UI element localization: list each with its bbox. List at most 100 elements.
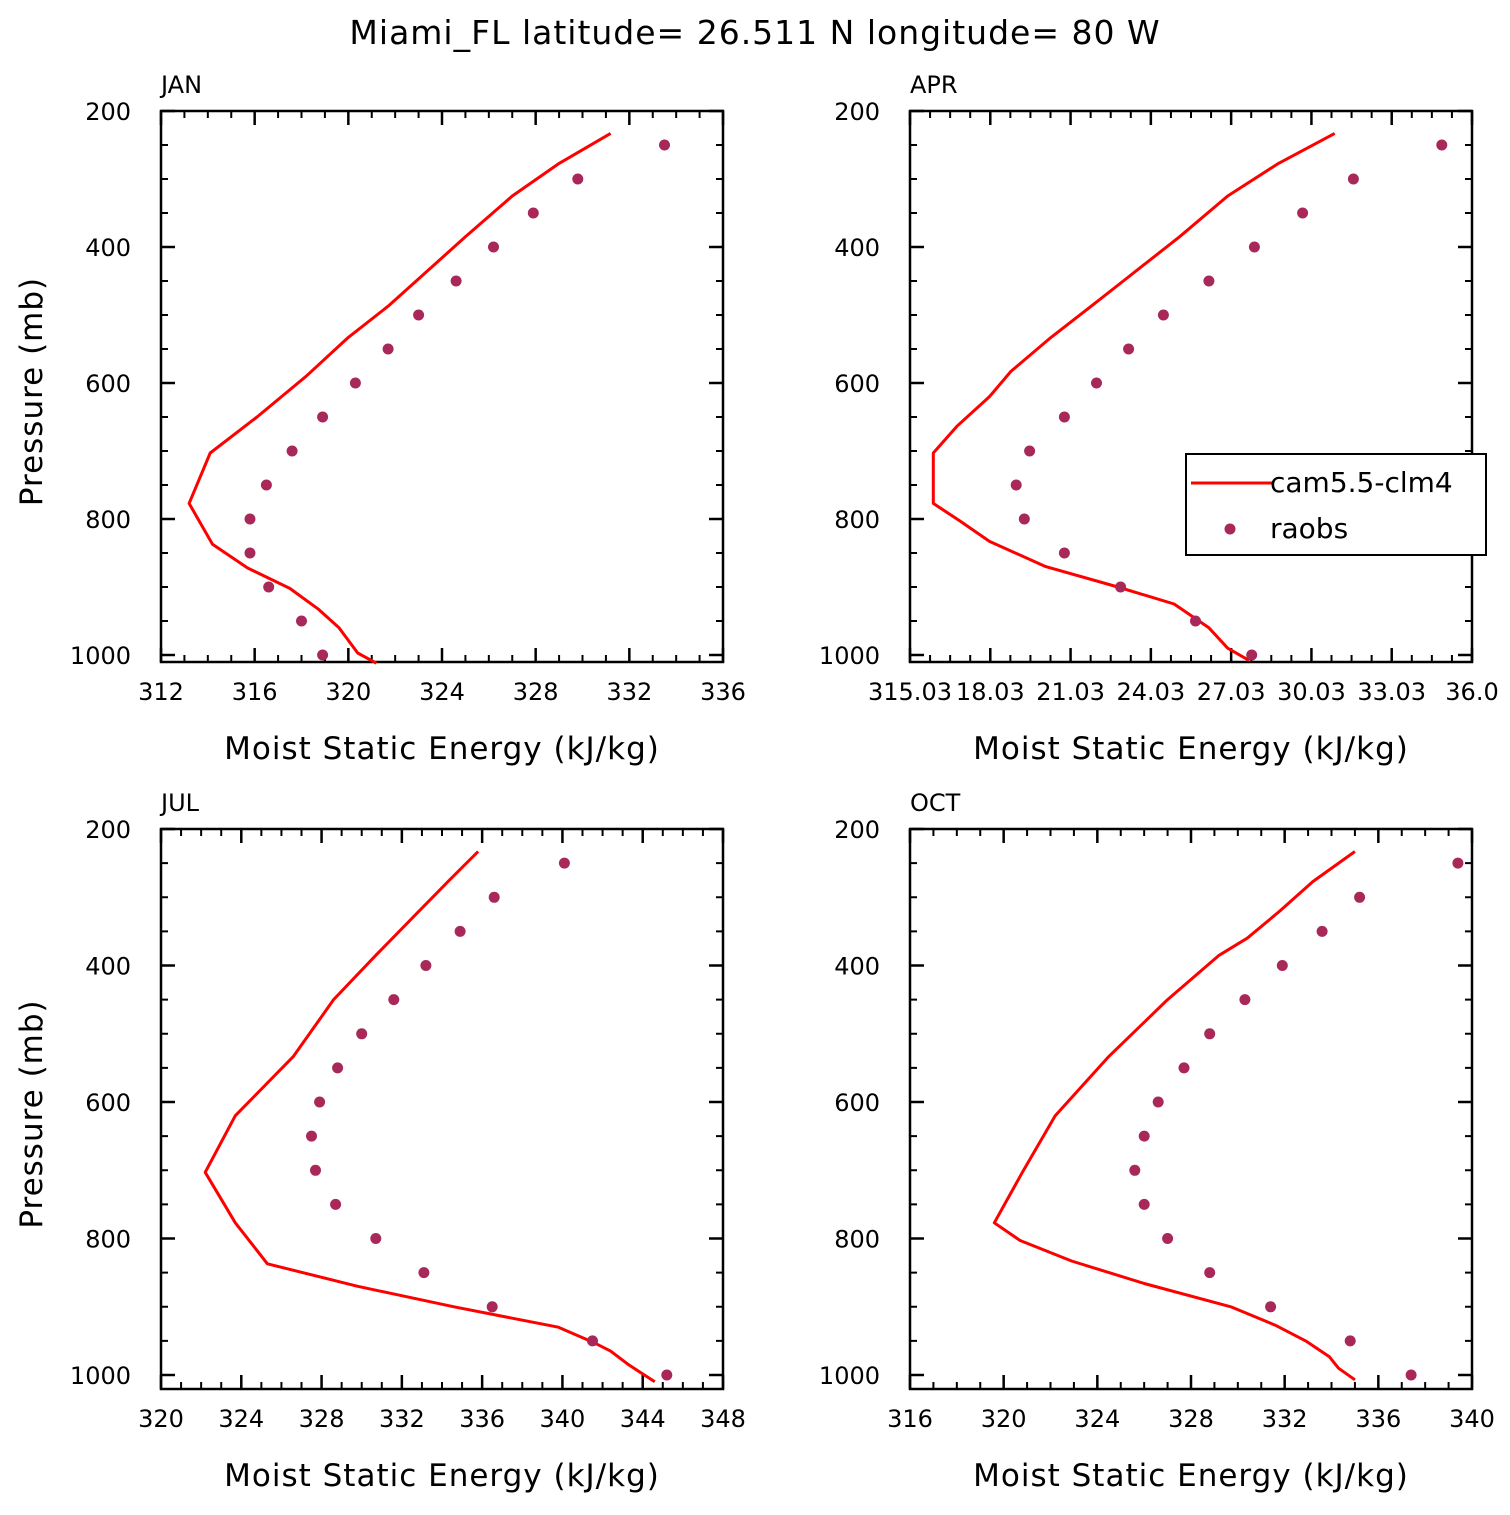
x-tick-label: 315.03 [868, 678, 952, 706]
data-point-obs [388, 994, 400, 1006]
x-tick-label: 33.03 [1357, 678, 1426, 706]
data-point-obs [1178, 1062, 1190, 1074]
y-tick-label: 1000 [70, 1362, 131, 1390]
data-point-obs [1248, 241, 1260, 253]
data-point-obs [1452, 857, 1464, 869]
panel-apr: APR 315.03 18.03 21.03 24.03 27.03 30.03 33.03 3… [819, 71, 1499, 767]
legend-dot-swatch [1224, 523, 1236, 535]
data-point-obs [260, 479, 272, 491]
data-point-obs [587, 1335, 598, 1347]
y-tick-label: 200 [85, 816, 131, 844]
data-point-obs [1204, 1267, 1216, 1279]
data-point-obs [317, 411, 329, 423]
legend-box [1185, 453, 1487, 556]
data-point-obs [356, 1028, 368, 1040]
x-tick-label: 30.03 [1277, 678, 1346, 706]
data-point-obs [1344, 1335, 1356, 1347]
y-tick-label: 1000 [819, 1362, 880, 1390]
y-tick-label: 600 [834, 370, 880, 398]
data-point-obs [314, 1096, 326, 1108]
x-tick-label: 332 [606, 678, 652, 706]
data-point-obs [1018, 513, 1030, 525]
y-tick-label: 400 [834, 953, 880, 981]
y-tick-label: 800 [834, 1226, 880, 1254]
series-line-model [203, 850, 656, 1384]
legend-label-obs: raobs [1270, 512, 1348, 545]
data-point-obs [370, 1233, 382, 1244]
data-point-obs [1265, 1301, 1277, 1313]
data-point-obs [1129, 1164, 1141, 1176]
x-tick-label: 316 [232, 678, 278, 706]
data-point-obs [1162, 1233, 1174, 1244]
panel-oct: OCT 316 320 324 328 332 336 340 200 400 600 800 1000… [819, 789, 1495, 1494]
data-point-obs [1239, 994, 1251, 1006]
data-point-obs [413, 309, 425, 321]
x-axis-title: Moist Static Energy (kJ/kg) [973, 731, 1409, 767]
data-point-obs [1138, 1130, 1150, 1142]
legend: cam5.5-clm4 raobs [1185, 453, 1487, 556]
data-point-obs [1405, 1369, 1417, 1381]
data-point-obs [450, 275, 462, 287]
data-point-obs [454, 925, 466, 937]
x-tick-label: 320 [325, 678, 371, 706]
x-tick-label: 36.0 [1445, 678, 1498, 706]
x-tick-label: 27.03 [1197, 678, 1266, 706]
plot-frame [159, 109, 725, 664]
plot-frame [908, 827, 1474, 1391]
data-point-obs [263, 581, 275, 593]
series-line-model [931, 132, 1336, 662]
data-point-obs [317, 649, 329, 661]
x-tick-label: 332 [1262, 1405, 1308, 1433]
data-point-obs [1204, 1028, 1216, 1040]
x-tick-label: 316 [887, 1405, 933, 1433]
x-tick-label: 328 [1168, 1405, 1214, 1433]
data-point-obs [418, 1267, 430, 1279]
y-tick-label: 200 [85, 98, 131, 126]
data-point-obs [1115, 581, 1127, 593]
y-tick-label: 200 [834, 816, 880, 844]
y-tick-label: 800 [85, 506, 131, 534]
data-point-obs [1297, 207, 1309, 219]
data-point-obs [1010, 479, 1022, 491]
data-point-obs [1024, 445, 1036, 457]
legend-label-model: cam5.5-clm4 [1270, 466, 1453, 499]
data-point-obs [1246, 649, 1258, 661]
data-point-obs [332, 1062, 344, 1074]
x-tick-label: 320 [981, 1405, 1027, 1433]
data-point-obs [1157, 309, 1169, 321]
panel-label: OCT [910, 789, 961, 817]
y-tick-label: 1000 [70, 642, 131, 670]
y-axis-title: Pressure (mb) [14, 999, 50, 1228]
data-point-obs [1436, 139, 1448, 151]
data-point-obs [1203, 275, 1215, 287]
x-tick-label: 340 [540, 1405, 586, 1433]
series-line-model [992, 850, 1356, 1382]
x-tick-label: 21.03 [1036, 678, 1105, 706]
y-tick-label: 800 [834, 506, 880, 534]
data-point-obs [1354, 891, 1366, 903]
data-point-obs [1152, 1096, 1164, 1108]
x-tick-label: 18.03 [956, 678, 1025, 706]
panel-jul: JUL 320 324 328 332 336 340 344 348 200 400 600 800 1… [14, 789, 746, 1494]
y-tick-label: 400 [85, 953, 131, 981]
data-point-obs [661, 1369, 673, 1381]
y-tick-label: 200 [834, 98, 880, 126]
data-point-obs [659, 139, 670, 151]
x-tick-label: 336 [1355, 1405, 1401, 1433]
y-axis-title: Pressure (mb) [14, 277, 50, 506]
x-tick-label: 24.03 [1116, 678, 1185, 706]
y-tick-label: 400 [85, 234, 131, 262]
data-point-obs [486, 1301, 498, 1313]
y-tick-label: 600 [85, 1089, 131, 1117]
x-tick-label: 320 [138, 1405, 184, 1433]
data-point-obs [382, 343, 394, 355]
series-line-model [187, 132, 612, 665]
x-tick-label: 336 [700, 678, 746, 706]
data-point-obs [244, 513, 256, 525]
data-point-obs [286, 445, 298, 457]
x-tick-label: 344 [620, 1405, 666, 1433]
data-point-obs [572, 173, 584, 185]
data-point-obs [296, 615, 307, 627]
